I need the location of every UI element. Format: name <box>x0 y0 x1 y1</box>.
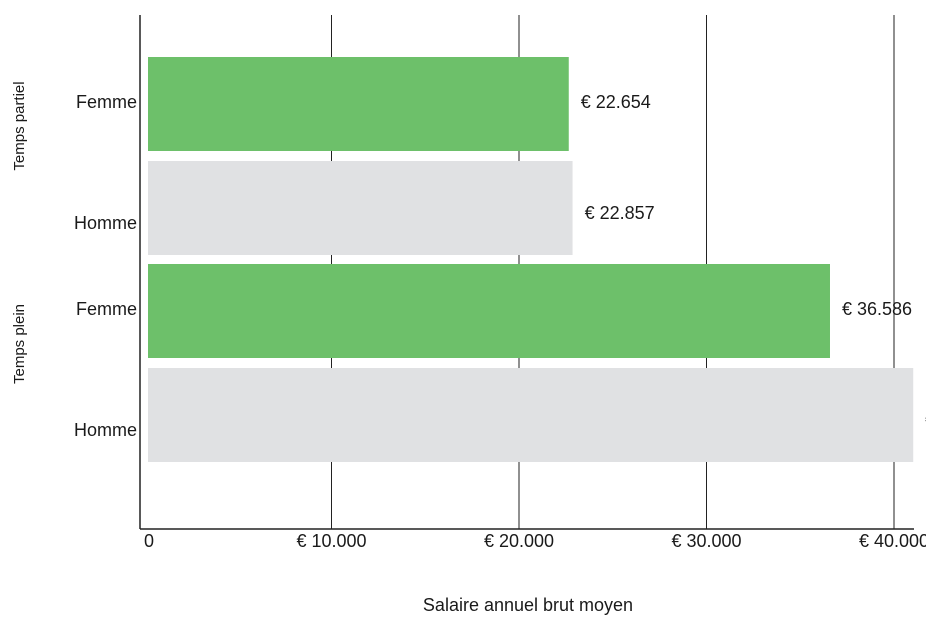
data-label: € 36.586 <box>842 299 912 319</box>
group-label: Temps partiel <box>11 81 28 170</box>
x-tick-label: € 20.000 <box>484 531 554 551</box>
data-label: € 22.857 <box>585 203 655 223</box>
category-label: Femme <box>76 92 137 112</box>
x-tick-label: € 30.000 <box>671 531 741 551</box>
x-tick-label: 0 <box>144 531 154 551</box>
category-label: Femme <box>76 299 137 319</box>
x-axis-title: Salaire annuel brut moyen <box>423 595 633 615</box>
x-tick-label: € 40.000 <box>859 531 926 551</box>
bar <box>148 264 830 358</box>
bar <box>148 368 914 462</box>
category-label: Homme <box>74 213 137 233</box>
axes <box>139 15 914 530</box>
category-label: Homme <box>74 420 137 440</box>
labels: 0 € 10.000 € 20.000 € 30.000 € 40.000 Femme € … <box>11 81 926 551</box>
bar <box>148 57 569 151</box>
group-label: Temps plein <box>11 304 28 384</box>
data-label: € 22.654 <box>581 92 651 112</box>
bars <box>148 57 914 462</box>
bar <box>148 161 573 255</box>
x-tick-label: € 10.000 <box>296 531 366 551</box>
